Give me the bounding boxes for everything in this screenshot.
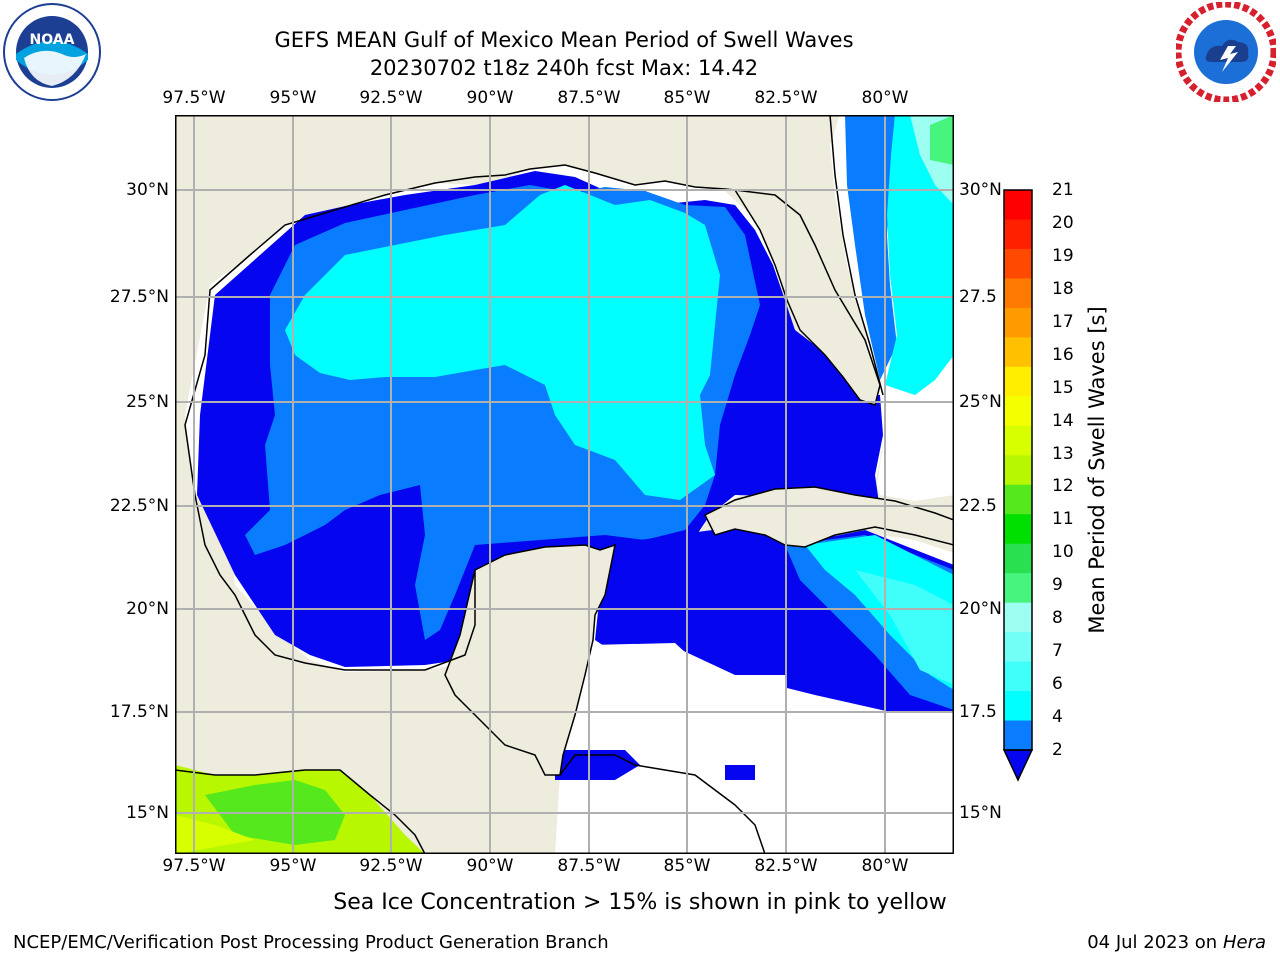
colorbar-tick-label: 2 [1052,740,1063,760]
colorbar-tick-label: 16 [1052,344,1074,365]
lon-label-top: 92.5°W [359,88,423,108]
map-title-line2: 20230702 t18z 240h fcst Max: 14.42 [369,56,759,80]
colorbar-tick-label: 4 [1052,707,1063,728]
lat-label-right: 30°N [959,180,1002,200]
swell-carib-6-8 [855,570,954,685]
colorbar-segment [1004,248,1032,279]
colorbar-segment [1004,661,1032,692]
colorbar-segment [1004,337,1032,368]
lon-label-top: 95°W [269,88,317,108]
lat-label-left: 15°N [126,803,169,823]
lat-label-left: 17.5°N [109,702,169,722]
footer-date-text: 04 Jul 2023 on [1087,932,1223,953]
colorbar-tick-label: 7 [1052,641,1063,662]
graticule [175,115,954,854]
no-data-region [555,643,790,854]
colorbar-extend-arrow [1002,749,1034,782]
colorbar-tick-label: 14 [1052,410,1074,431]
lat-label-left: 22.5°N [109,496,169,516]
coast-line-mexico [194,494,476,671]
lat-label-left: 25°N [126,392,169,412]
map-panel [174,114,955,855]
colorbar-tick-label: 9 [1052,575,1063,596]
lon-label-bottom: 85°W [663,856,711,876]
colorbar-tick-label: 19 [1052,245,1074,266]
colorbar-segment [1004,632,1032,663]
nws-logo-icon [1174,0,1278,104]
footer-host: Hera [1222,932,1266,953]
colorbar-segment [1004,366,1032,397]
colorbar-segment [1004,278,1032,309]
gulf-map [174,114,955,855]
lat-label-left: 20°N [126,599,169,619]
noaa-logo-icon: NOAA [2,2,102,102]
lat-label-right: 25°N [959,392,1002,412]
colorbar-tick-label: 6 [1052,674,1063,695]
footer-date: 04 Jul 2023 on Hera [1087,932,1266,953]
lat-label-right: 20°N [959,599,1002,619]
lon-label-bottom: 90°W [466,856,514,876]
colorbar-frame [1003,189,1033,751]
lon-label-top: 82.5°W [754,88,818,108]
lat-label-left: 27.5°N [109,287,169,307]
colorbar-segment [1004,691,1032,722]
footer-credit: NCEP/EMC/Verification Post Processing Pr… [13,932,609,953]
colorbar-tick-label: 20 [1052,212,1074,233]
colorbar-segment [1004,573,1032,604]
swell-atlantic-9-10 [930,115,954,165]
lat-label-right: 17.5 [959,702,997,722]
lon-label-top: 87.5°W [557,88,621,108]
colorbar-segment [1004,425,1032,456]
colorbar-segment [1004,484,1032,515]
colorbar-segment [1004,219,1032,250]
colorbar-segment [1004,396,1032,427]
lon-label-bottom: 92.5°W [359,856,423,876]
colorbar-segment [1004,543,1032,574]
lon-label-top: 97.5°W [162,88,226,108]
lon-label-top: 90°W [466,88,514,108]
colorbar-tick-label: 15 [1052,377,1074,398]
lon-label-bottom: 95°W [269,856,317,876]
colorbar-tick-label: 10 [1052,542,1074,563]
colorbar-tick-label: 12 [1052,476,1074,497]
colorbar-segment [1004,307,1032,338]
colorbar-tick-label: 17 [1052,311,1074,332]
colorbar [1000,185,1040,785]
coast-line-central-am [559,754,766,855]
lat-label-right: 15°N [959,803,1002,823]
lon-label-top: 80°W [861,88,909,108]
colorbar-tick-label: 13 [1052,443,1074,464]
lon-label-bottom: 87.5°W [557,856,621,876]
svg-text:NOAA: NOAA [30,32,75,48]
lon-label-bottom: 80°W [861,856,909,876]
colorbar-tick-label: 8 [1052,608,1063,629]
coast-line-fl-east [829,114,884,396]
colorbar-svg [1002,189,1034,782]
colorbar-segment [1004,514,1032,545]
lat-label-right: 22.5 [959,496,997,516]
lon-label-bottom: 82.5°W [754,856,818,876]
lat-label-right: 27.5 [959,287,997,307]
colorbar-tick-label: 11 [1052,509,1074,530]
map-frame [175,115,954,854]
colorbar-segment [1004,455,1032,486]
lon-label-bottom: 97.5°W [162,856,226,876]
cuba-land [703,486,955,548]
colorbar-segment [1004,720,1032,751]
colorbar-tick-label: 18 [1052,278,1074,299]
colorbar-title: Mean Period of Swell Waves [s] [1085,306,1109,634]
coast-line-us [184,164,736,496]
swell-4-6 [285,185,720,500]
sea-ice-note: Sea Ice Concentration > 15% is shown in … [333,890,947,915]
colorbar-segment [1004,190,1032,220]
coast-line-pacific [174,769,426,855]
colorbar-segment [1004,602,1032,633]
swell-carib-bits-2 [725,765,755,780]
lat-label-left: 30°N [126,180,169,200]
lon-label-top: 85°W [663,88,711,108]
map-title-line1: GEFS MEAN Gulf of Mexico Mean Period of … [274,28,854,52]
colorbar-tick-label: 21 [1052,180,1074,200]
